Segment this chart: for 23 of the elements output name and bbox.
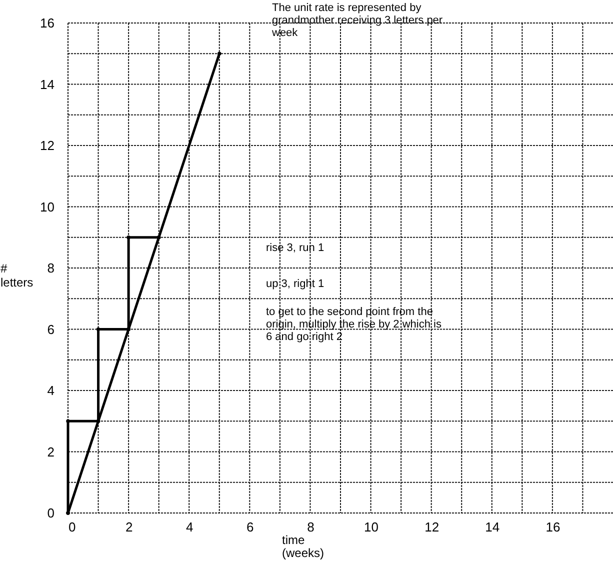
x-tick-label: 10: [364, 520, 379, 534]
x-axis-title: time (weeks): [282, 533, 324, 560]
y-tick-label: 6: [47, 322, 54, 337]
x-tick-label: 12: [424, 520, 440, 534]
x-tick-label: 6: [246, 520, 254, 534]
x-tick-label: 14: [485, 520, 500, 534]
y-tick-label: 2: [47, 444, 54, 460]
y-tick-label: 10: [40, 199, 54, 214]
y-tick-label: 12: [40, 138, 54, 153]
x-tick-label: 8: [307, 520, 314, 534]
x-tick-label: 4: [186, 520, 194, 534]
x-tick-label: 0: [68, 520, 76, 534]
y-tick-label: 14: [40, 76, 54, 92]
annotation: up 3, right 1: [266, 278, 324, 290]
y-axis-title: # letters: [0, 262, 34, 290]
y-tick-label: 16: [40, 16, 54, 30]
annotation: rise 3, run 1: [266, 242, 324, 254]
x-tick-label: 2: [125, 520, 133, 534]
y-tick-label: 4: [47, 383, 54, 398]
annotation: to get to the second point from the origin, multiply the rise by 2 which is 6 and go right 2: [266, 306, 442, 343]
x-tick-label: 16: [546, 520, 560, 534]
y-tick-label: 8: [47, 260, 54, 276]
y-tick-label: 0: [47, 506, 54, 520]
